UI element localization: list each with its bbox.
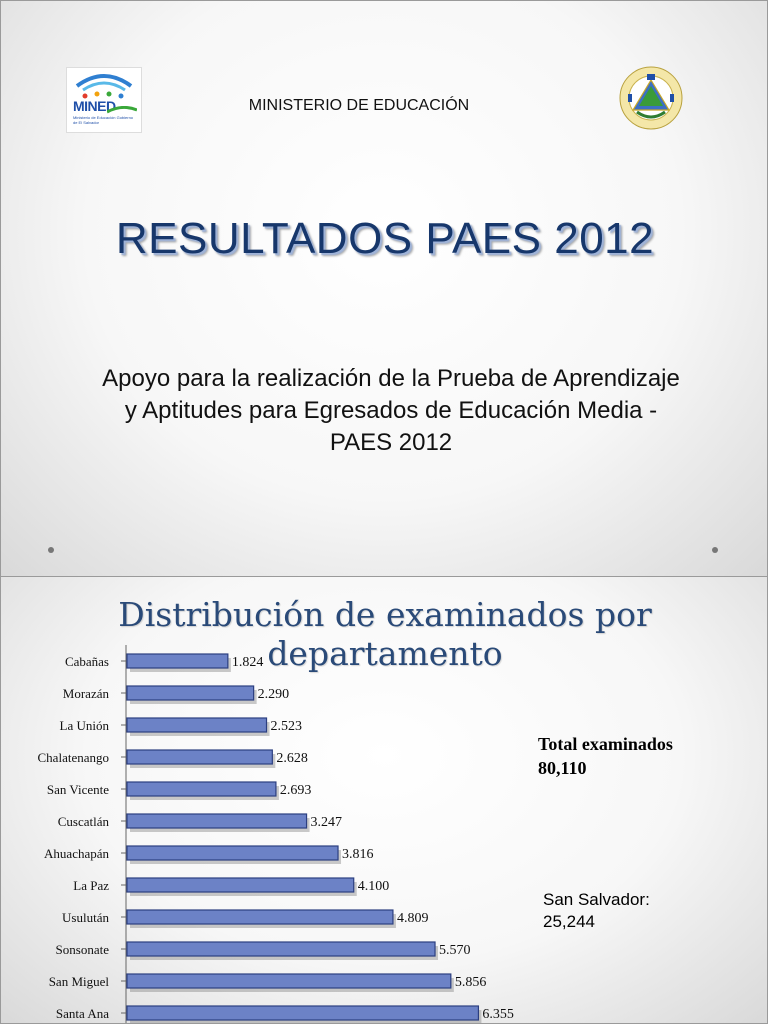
bar (126, 973, 452, 989)
san-salvador-label: San Salvador: 25,244 (543, 889, 650, 933)
value-label: 1.824 (232, 655, 263, 670)
bar (126, 749, 273, 765)
bar (126, 653, 229, 669)
bar (126, 717, 268, 733)
category-label: Santa Ana (56, 1006, 109, 1021)
category-label: San Miguel (49, 974, 110, 989)
total-label-text: Total examinados (538, 734, 673, 754)
left-bullet-dot (48, 547, 54, 553)
main-title: RESULTADOS PAES 2012 (115, 214, 655, 263)
national-seal-icon (619, 66, 683, 130)
mined-logo-text: MINED (73, 98, 116, 114)
value-label: 3.247 (311, 815, 343, 830)
right-bullet-dot (712, 547, 718, 553)
mined-logo-subtext: Ministerio de Educación Gobierno de El S… (73, 115, 134, 125)
category-label: La Unión (60, 718, 110, 733)
title-slide: MINED Ministerio de Educación Gobierno d… (0, 0, 768, 577)
value-label: 2.290 (258, 687, 290, 702)
chart-slide: Distribución de examinados por departame… (0, 576, 768, 1024)
category-label: Cuscatlán (58, 814, 110, 829)
category-label: Cabañas (65, 654, 109, 669)
bar (126, 781, 277, 797)
value-label: 2.523 (271, 719, 303, 734)
value-label: 4.100 (358, 879, 390, 894)
value-label: 3.816 (342, 847, 374, 862)
subtitle-line-1: Apoyo para la realización de la Prueba d… (102, 365, 680, 392)
bar (126, 877, 355, 893)
subtitle-line-3: PAES 2012 (329, 429, 453, 456)
category-label: Sonsonate (56, 942, 110, 957)
bar (126, 685, 255, 701)
category-label: Chalatenango (38, 750, 109, 765)
category-label: Usulután (62, 910, 109, 925)
bar (126, 813, 308, 829)
value-label: 5.856 (455, 975, 487, 990)
total-examinados-label: Total examinados 80,110 (538, 732, 673, 780)
department-bar-chart: Cabañas 1.824 Morazán 2.290 La Unión 2.523 Cha… (38, 645, 514, 1023)
chart-title: Distribución de examinados por departame… (118, 595, 652, 673)
value-label: 2.693 (280, 783, 312, 798)
mined-logo: MINED Ministerio de Educación Gobierno d… (66, 67, 142, 133)
value-label: 6.355 (482, 1007, 514, 1022)
category-label: Morazán (63, 686, 110, 701)
ministry-name: MINISTERIO DE EDUCACIÓN (248, 97, 470, 114)
bar (126, 845, 339, 861)
category-label: La Paz (73, 878, 109, 893)
san-salvador-label-text: San Salvador: (543, 890, 650, 909)
mined-logo-swoosh-icon (107, 106, 137, 114)
subtitle-line-2: y Aptitudes para Egresados de Educación … (124, 397, 658, 424)
bar (126, 909, 394, 925)
bar (126, 1005, 480, 1021)
category-label: Ahuachapán (44, 846, 109, 861)
value-label: 5.570 (439, 943, 471, 958)
value-label: 4.809 (397, 911, 429, 926)
bar (126, 941, 436, 957)
san-salvador-label-value: 25,244 (543, 912, 595, 931)
mined-logo-arcs-icon (75, 74, 133, 99)
value-label: 2.628 (276, 751, 308, 766)
category-label: San Vicente (47, 782, 109, 797)
total-label-value: 80,110 (538, 758, 587, 778)
subtitle: Apoyo para la realización de la Prueba d… (41, 363, 741, 459)
